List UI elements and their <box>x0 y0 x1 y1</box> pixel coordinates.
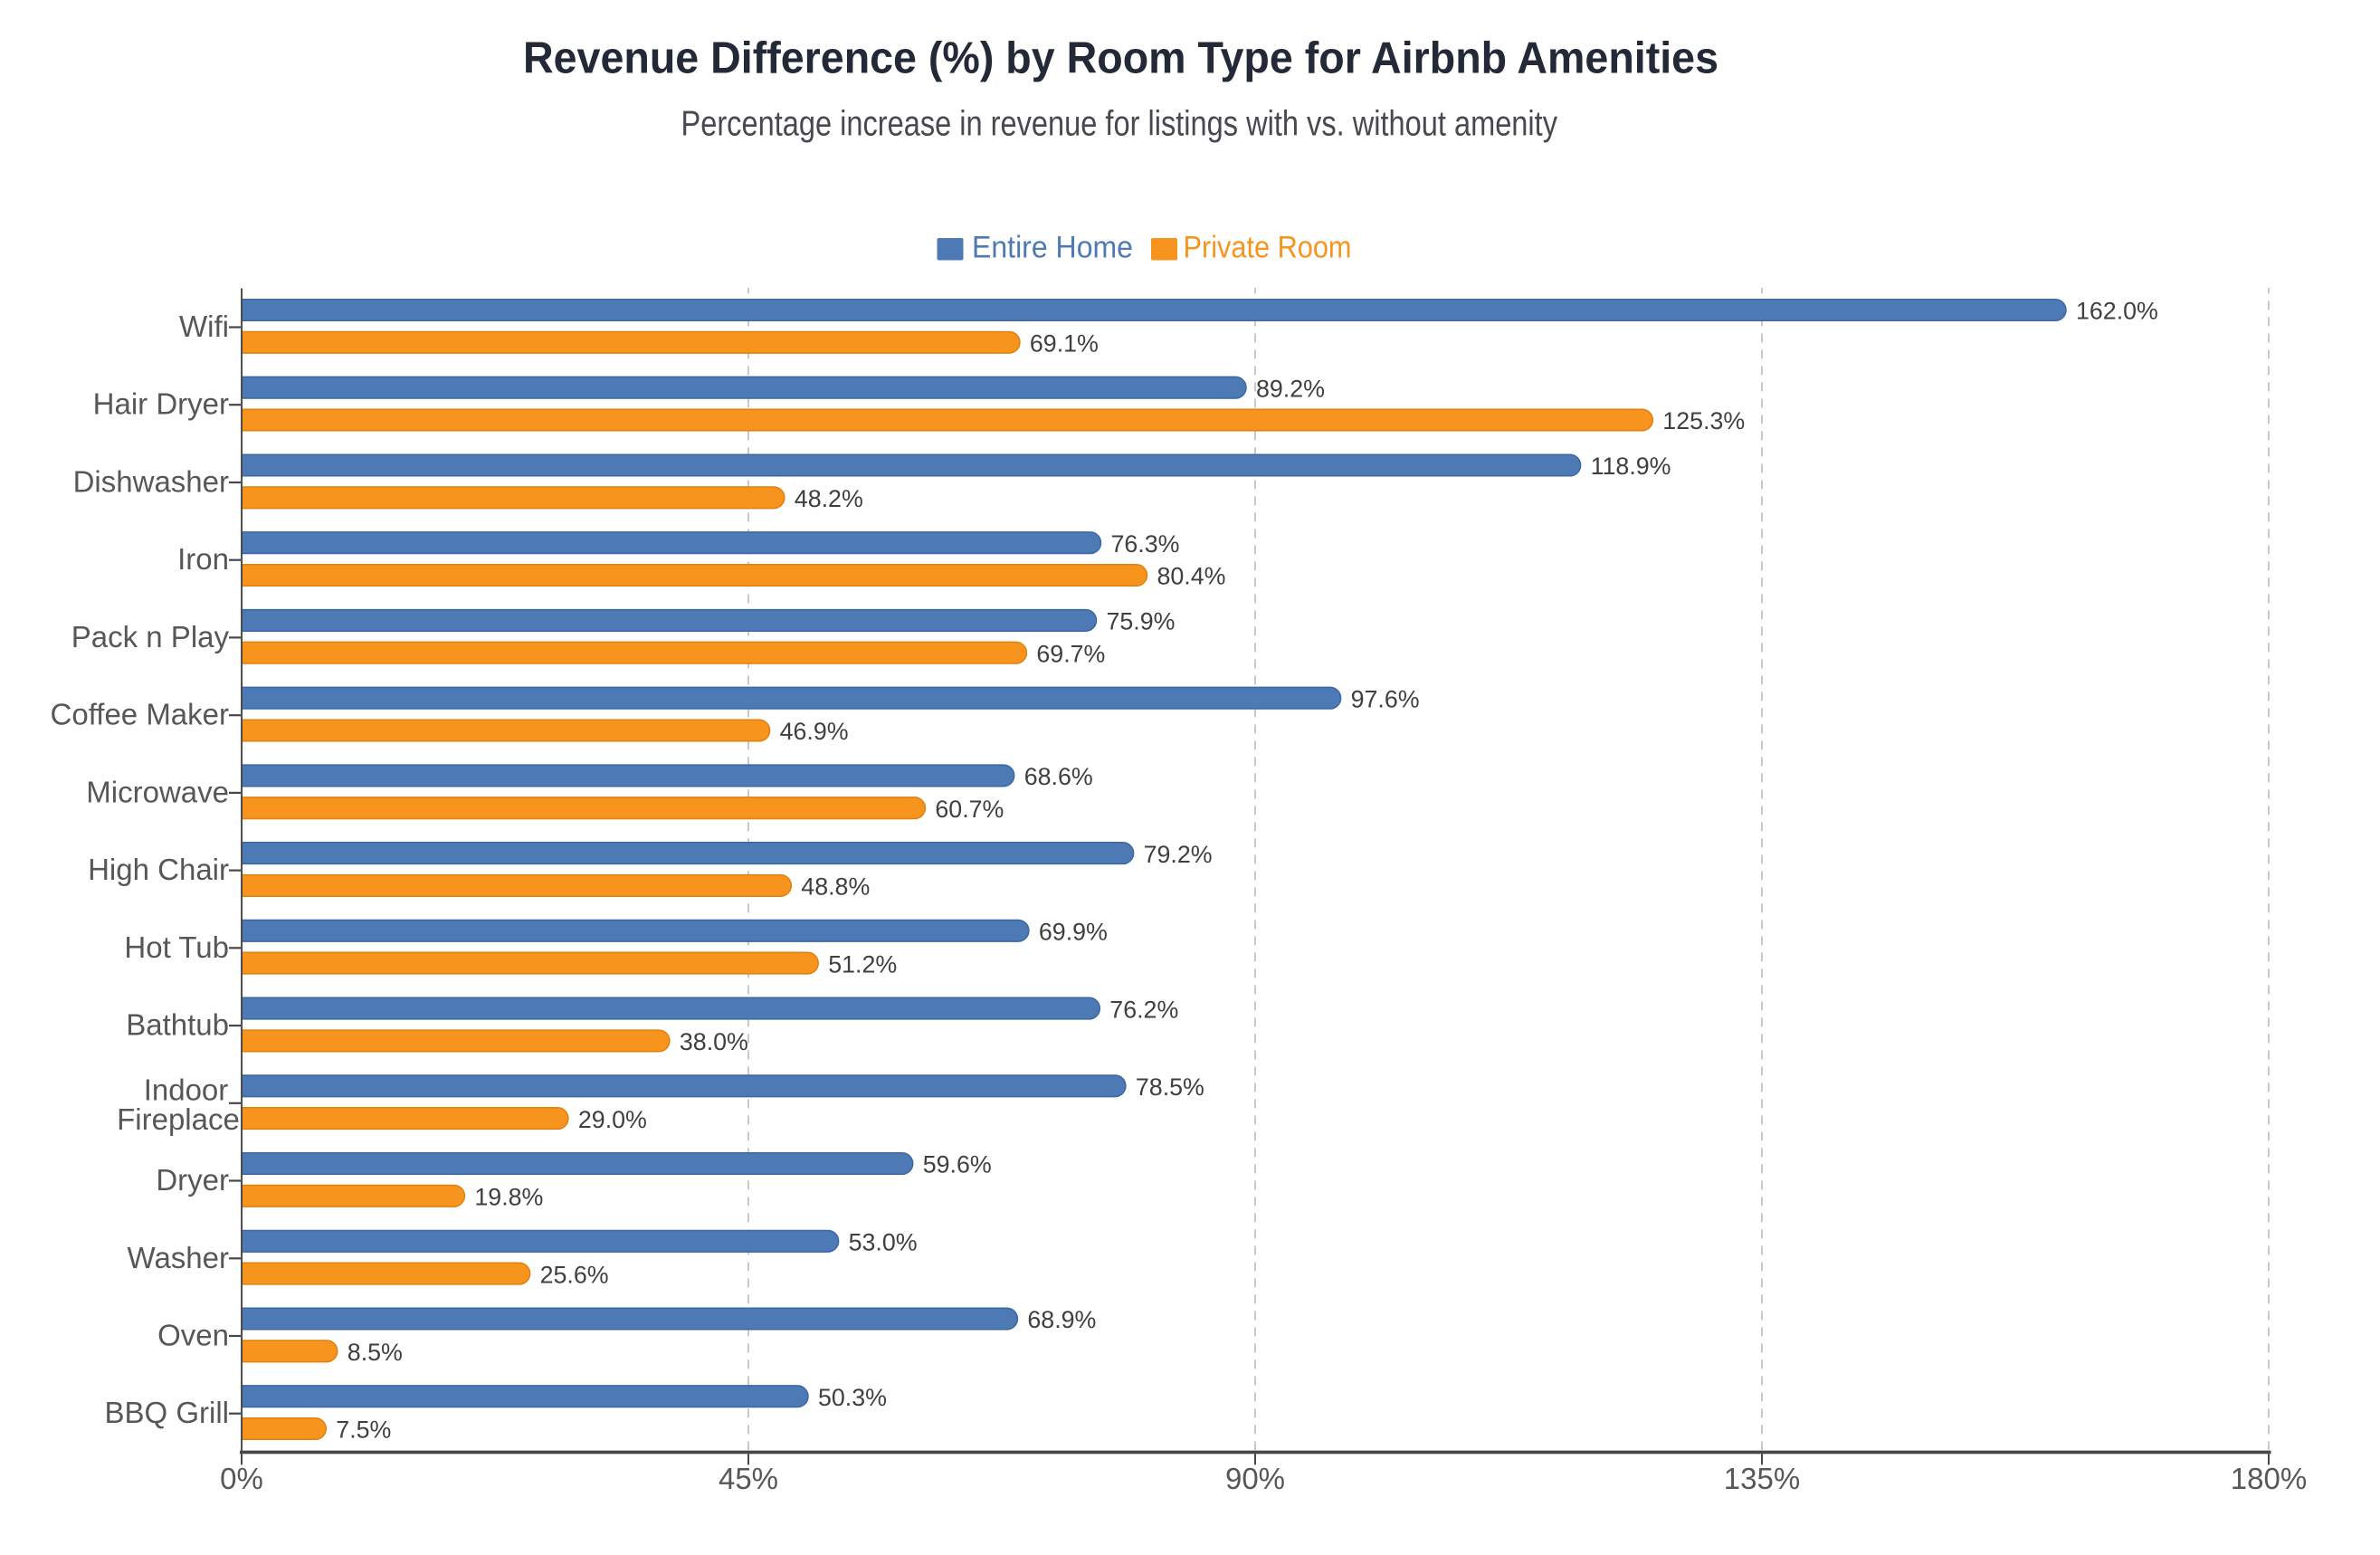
svg-text:80.4%: 80.4% <box>1157 563 1226 590</box>
svg-text:Private Room: Private Room <box>1184 231 1352 265</box>
svg-text:0%: 0% <box>220 1462 263 1495</box>
svg-text:38.0%: 38.0% <box>680 1028 748 1055</box>
svg-text:High Chair: High Chair <box>88 853 229 886</box>
svg-text:89.2%: 89.2% <box>1256 375 1325 402</box>
svg-text:Entire Home: Entire Home <box>972 231 1133 265</box>
svg-text:BBQ Grill: BBQ Grill <box>104 1396 229 1429</box>
svg-text:68.6%: 68.6% <box>1024 763 1093 790</box>
svg-text:68.9%: 68.9% <box>1027 1306 1096 1333</box>
svg-text:76.3%: 76.3% <box>1111 530 1180 558</box>
svg-text:79.2%: 79.2% <box>1144 841 1213 868</box>
svg-text:19.8%: 19.8% <box>474 1184 543 1211</box>
svg-text:78.5%: 78.5% <box>1136 1073 1204 1101</box>
svg-text:Microwave: Microwave <box>86 775 229 808</box>
svg-text:Washer: Washer <box>128 1241 229 1274</box>
svg-text:Dishwasher: Dishwasher <box>73 465 229 499</box>
svg-text:162.0%: 162.0% <box>2076 298 2158 325</box>
svg-text:Wifi: Wifi <box>179 310 229 343</box>
svg-text:118.9%: 118.9% <box>1591 453 1671 480</box>
svg-text:60.7%: 60.7% <box>935 796 1004 823</box>
svg-text:Revenue Difference (%) by Room: Revenue Difference (%) by Room Type for … <box>523 34 1718 83</box>
svg-text:Hair Dryer: Hair Dryer <box>93 387 229 421</box>
svg-text:Hot Tub: Hot Tub <box>124 930 229 964</box>
svg-text:59.6%: 59.6% <box>923 1151 992 1178</box>
svg-text:97.6%: 97.6% <box>1351 685 1420 712</box>
svg-text:Indoor: Indoor <box>144 1073 229 1107</box>
svg-text:53.0%: 53.0% <box>849 1229 918 1256</box>
svg-text:29.0%: 29.0% <box>578 1106 647 1133</box>
svg-text:Iron: Iron <box>177 542 229 576</box>
svg-text:Dryer: Dryer <box>156 1163 229 1197</box>
svg-text:69.7%: 69.7% <box>1036 640 1105 667</box>
svg-text:135%: 135% <box>1724 1462 1800 1495</box>
svg-text:Pack n Play: Pack n Play <box>71 620 230 653</box>
svg-text:8.5%: 8.5% <box>347 1339 403 1366</box>
svg-text:180%: 180% <box>2231 1462 2307 1495</box>
svg-text:Oven: Oven <box>157 1319 229 1352</box>
svg-text:Coffee Maker: Coffee Maker <box>51 698 229 731</box>
svg-text:50.3%: 50.3% <box>818 1384 887 1411</box>
svg-text:7.5%: 7.5% <box>336 1417 391 1444</box>
svg-text:Percentage increase in revenue: Percentage increase in revenue for listi… <box>681 105 1558 144</box>
svg-text:46.9%: 46.9% <box>780 718 849 745</box>
svg-text:51.2%: 51.2% <box>828 950 897 978</box>
svg-text:69.1%: 69.1% <box>1030 330 1099 358</box>
svg-text:48.8%: 48.8% <box>801 873 870 901</box>
svg-text:76.2%: 76.2% <box>1109 996 1178 1023</box>
svg-text:25.6%: 25.6% <box>540 1261 609 1288</box>
svg-text:Bathtub: Bathtub <box>126 1008 229 1042</box>
svg-text:69.9%: 69.9% <box>1039 919 1108 946</box>
svg-text:Fireplace: Fireplace <box>117 1102 240 1136</box>
svg-text:48.2%: 48.2% <box>795 485 863 512</box>
svg-text:75.9%: 75.9% <box>1107 608 1176 635</box>
svg-text:90%: 90% <box>1225 1462 1285 1495</box>
svg-text:125.3%: 125.3% <box>1662 407 1745 434</box>
svg-text:45%: 45% <box>719 1462 778 1495</box>
